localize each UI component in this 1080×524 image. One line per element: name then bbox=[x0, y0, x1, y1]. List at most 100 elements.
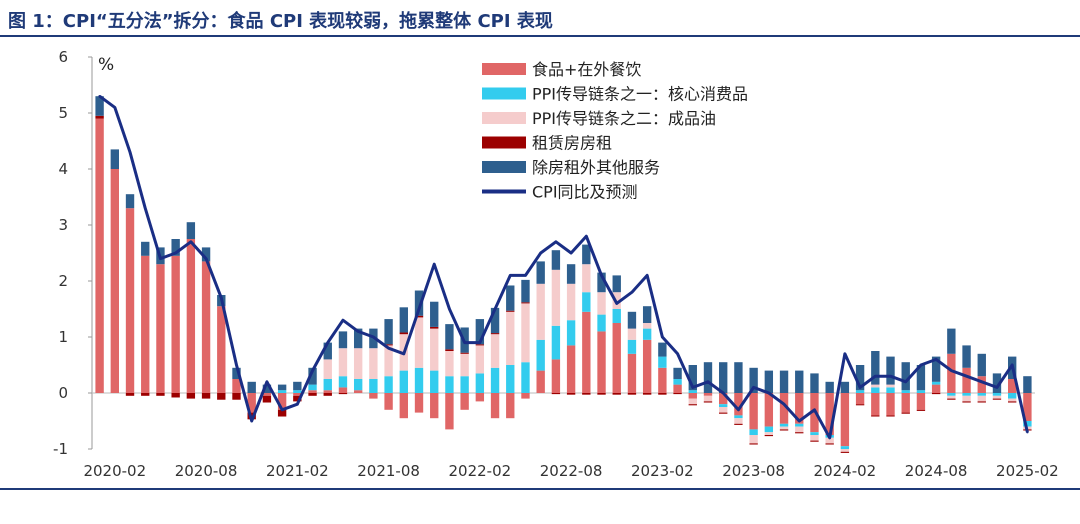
bar-segment-1 bbox=[506, 393, 515, 419]
cpi-point bbox=[387, 347, 390, 350]
bar-segment-4 bbox=[201, 393, 211, 399]
bar-segment-2 bbox=[901, 390, 910, 393]
title-divider bbox=[0, 35, 1080, 37]
bar-segment-2 bbox=[871, 387, 880, 393]
bar-segment-1 bbox=[445, 393, 454, 430]
y-tick-label: 0 bbox=[58, 384, 68, 402]
bar-segment-1 bbox=[1023, 393, 1032, 421]
x-tick-label: 2022-08 bbox=[540, 462, 603, 480]
bar-segment-5 bbox=[414, 290, 424, 316]
cpi-point bbox=[159, 257, 162, 260]
bar-segment-1 bbox=[795, 393, 804, 424]
bar-segment-1 bbox=[399, 393, 408, 419]
bar-segment-5 bbox=[779, 370, 789, 393]
bar-segment-5 bbox=[125, 194, 135, 209]
bars bbox=[95, 96, 1032, 453]
bar-segment-5 bbox=[384, 319, 393, 345]
bar-segment-5 bbox=[688, 365, 697, 391]
page-title: 图 1：CPI“五分法”拆分：食品 CPI 表现较弱，拖累整体 CPI 表现 bbox=[8, 11, 553, 32]
cpi-point bbox=[478, 341, 482, 344]
y-tick-label: 2 bbox=[58, 272, 68, 290]
bar-segment-3 bbox=[688, 398, 697, 405]
cpi-point bbox=[661, 335, 664, 339]
cpi-point bbox=[843, 352, 847, 355]
cpi-point bbox=[296, 403, 299, 406]
bar-segment-1 bbox=[840, 393, 850, 447]
bar-segment-2 bbox=[764, 426, 774, 433]
bar-segment-1 bbox=[293, 393, 302, 396]
bar-segment-3 bbox=[871, 384, 880, 388]
bar-segment-5 bbox=[506, 285, 515, 311]
bar-segment-4 bbox=[597, 393, 606, 395]
bar-segment-3 bbox=[886, 384, 895, 388]
bar-segment-2 bbox=[353, 379, 363, 391]
cpi-point bbox=[402, 352, 405, 355]
bar-segment-2 bbox=[323, 379, 332, 391]
cpi-point bbox=[874, 375, 877, 378]
bar-segment-4 bbox=[141, 393, 150, 396]
bar-segment-3 bbox=[490, 334, 500, 368]
cpi-point bbox=[280, 408, 284, 411]
bar-segment-1 bbox=[947, 353, 956, 393]
cpi-point bbox=[250, 419, 253, 423]
cpi-point bbox=[554, 240, 558, 243]
bar-segment-4 bbox=[384, 344, 393, 346]
legend-label: 租赁房房租 bbox=[532, 134, 612, 153]
cpi-point bbox=[235, 363, 238, 367]
bar-segment-2 bbox=[293, 390, 302, 393]
bar-segment-3 bbox=[810, 435, 819, 441]
cpi-point bbox=[737, 408, 740, 411]
bar-segment-5 bbox=[871, 351, 880, 385]
bar-segment-1 bbox=[779, 393, 789, 424]
legend-label: 食品+在外餐饮 bbox=[532, 60, 641, 79]
bar-segment-1 bbox=[551, 359, 561, 393]
bar-segment-3 bbox=[962, 395, 971, 402]
cpi-point bbox=[615, 302, 618, 305]
legend-label: PPI传导链条之二：成品油 bbox=[532, 109, 716, 128]
bar-segment-2 bbox=[1008, 393, 1017, 399]
cpi-point bbox=[691, 386, 694, 389]
bar-segment-2 bbox=[962, 393, 971, 396]
bar-segment-1 bbox=[430, 393, 439, 419]
bar-segment-2 bbox=[977, 393, 986, 396]
bar-segment-1 bbox=[764, 393, 774, 427]
bar-segment-1 bbox=[201, 261, 211, 393]
cpi-point bbox=[767, 391, 771, 395]
bar-segment-4 bbox=[992, 398, 1002, 400]
bar-segment-5 bbox=[627, 311, 637, 329]
bar-segment-5 bbox=[308, 367, 317, 385]
bar-segment-2 bbox=[384, 376, 393, 393]
bar-segment-3 bbox=[779, 426, 789, 430]
bar-segment-1 bbox=[277, 393, 287, 410]
chart-axes: -1 0 1 2 3 4 5 6 % 2020-02 2020-08 2021-02 2021-08 20… bbox=[53, 48, 1059, 480]
bar-segment-1 bbox=[460, 393, 469, 410]
bar-segment-5 bbox=[673, 367, 682, 379]
y-tick-label: 3 bbox=[58, 216, 68, 234]
bar-segment-1 bbox=[217, 306, 226, 393]
bar-segment-5 bbox=[536, 261, 545, 284]
x-tick-label: 2022-02 bbox=[449, 462, 512, 480]
cpi-point bbox=[509, 274, 512, 277]
cpi-point bbox=[174, 251, 177, 255]
cpi-point bbox=[995, 386, 999, 389]
legend-swatch bbox=[482, 87, 526, 100]
bar-segment-1 bbox=[369, 393, 378, 399]
bar-segment-2 bbox=[566, 320, 576, 346]
bar-segment-3 bbox=[384, 345, 393, 377]
cpi-point bbox=[463, 341, 466, 344]
bar-segment-4 bbox=[338, 393, 348, 395]
bar-segment-4 bbox=[156, 393, 165, 396]
y-tick-label: 5 bbox=[58, 104, 68, 122]
bar-segment-1 bbox=[323, 390, 332, 393]
bar-segment-3 bbox=[414, 317, 424, 368]
bar-segment-5 bbox=[277, 384, 287, 391]
cpi-point bbox=[645, 274, 649, 277]
bar-segment-3 bbox=[369, 348, 378, 379]
bar-segment-5 bbox=[201, 247, 211, 262]
bar-segment-3 bbox=[764, 432, 774, 435]
bar-segment-4 bbox=[521, 302, 530, 304]
bar-segment-5 bbox=[95, 96, 104, 116]
bar-segment-5 bbox=[810, 373, 819, 393]
bar-segment-2 bbox=[886, 387, 895, 393]
bar-segment-4 bbox=[810, 440, 819, 442]
